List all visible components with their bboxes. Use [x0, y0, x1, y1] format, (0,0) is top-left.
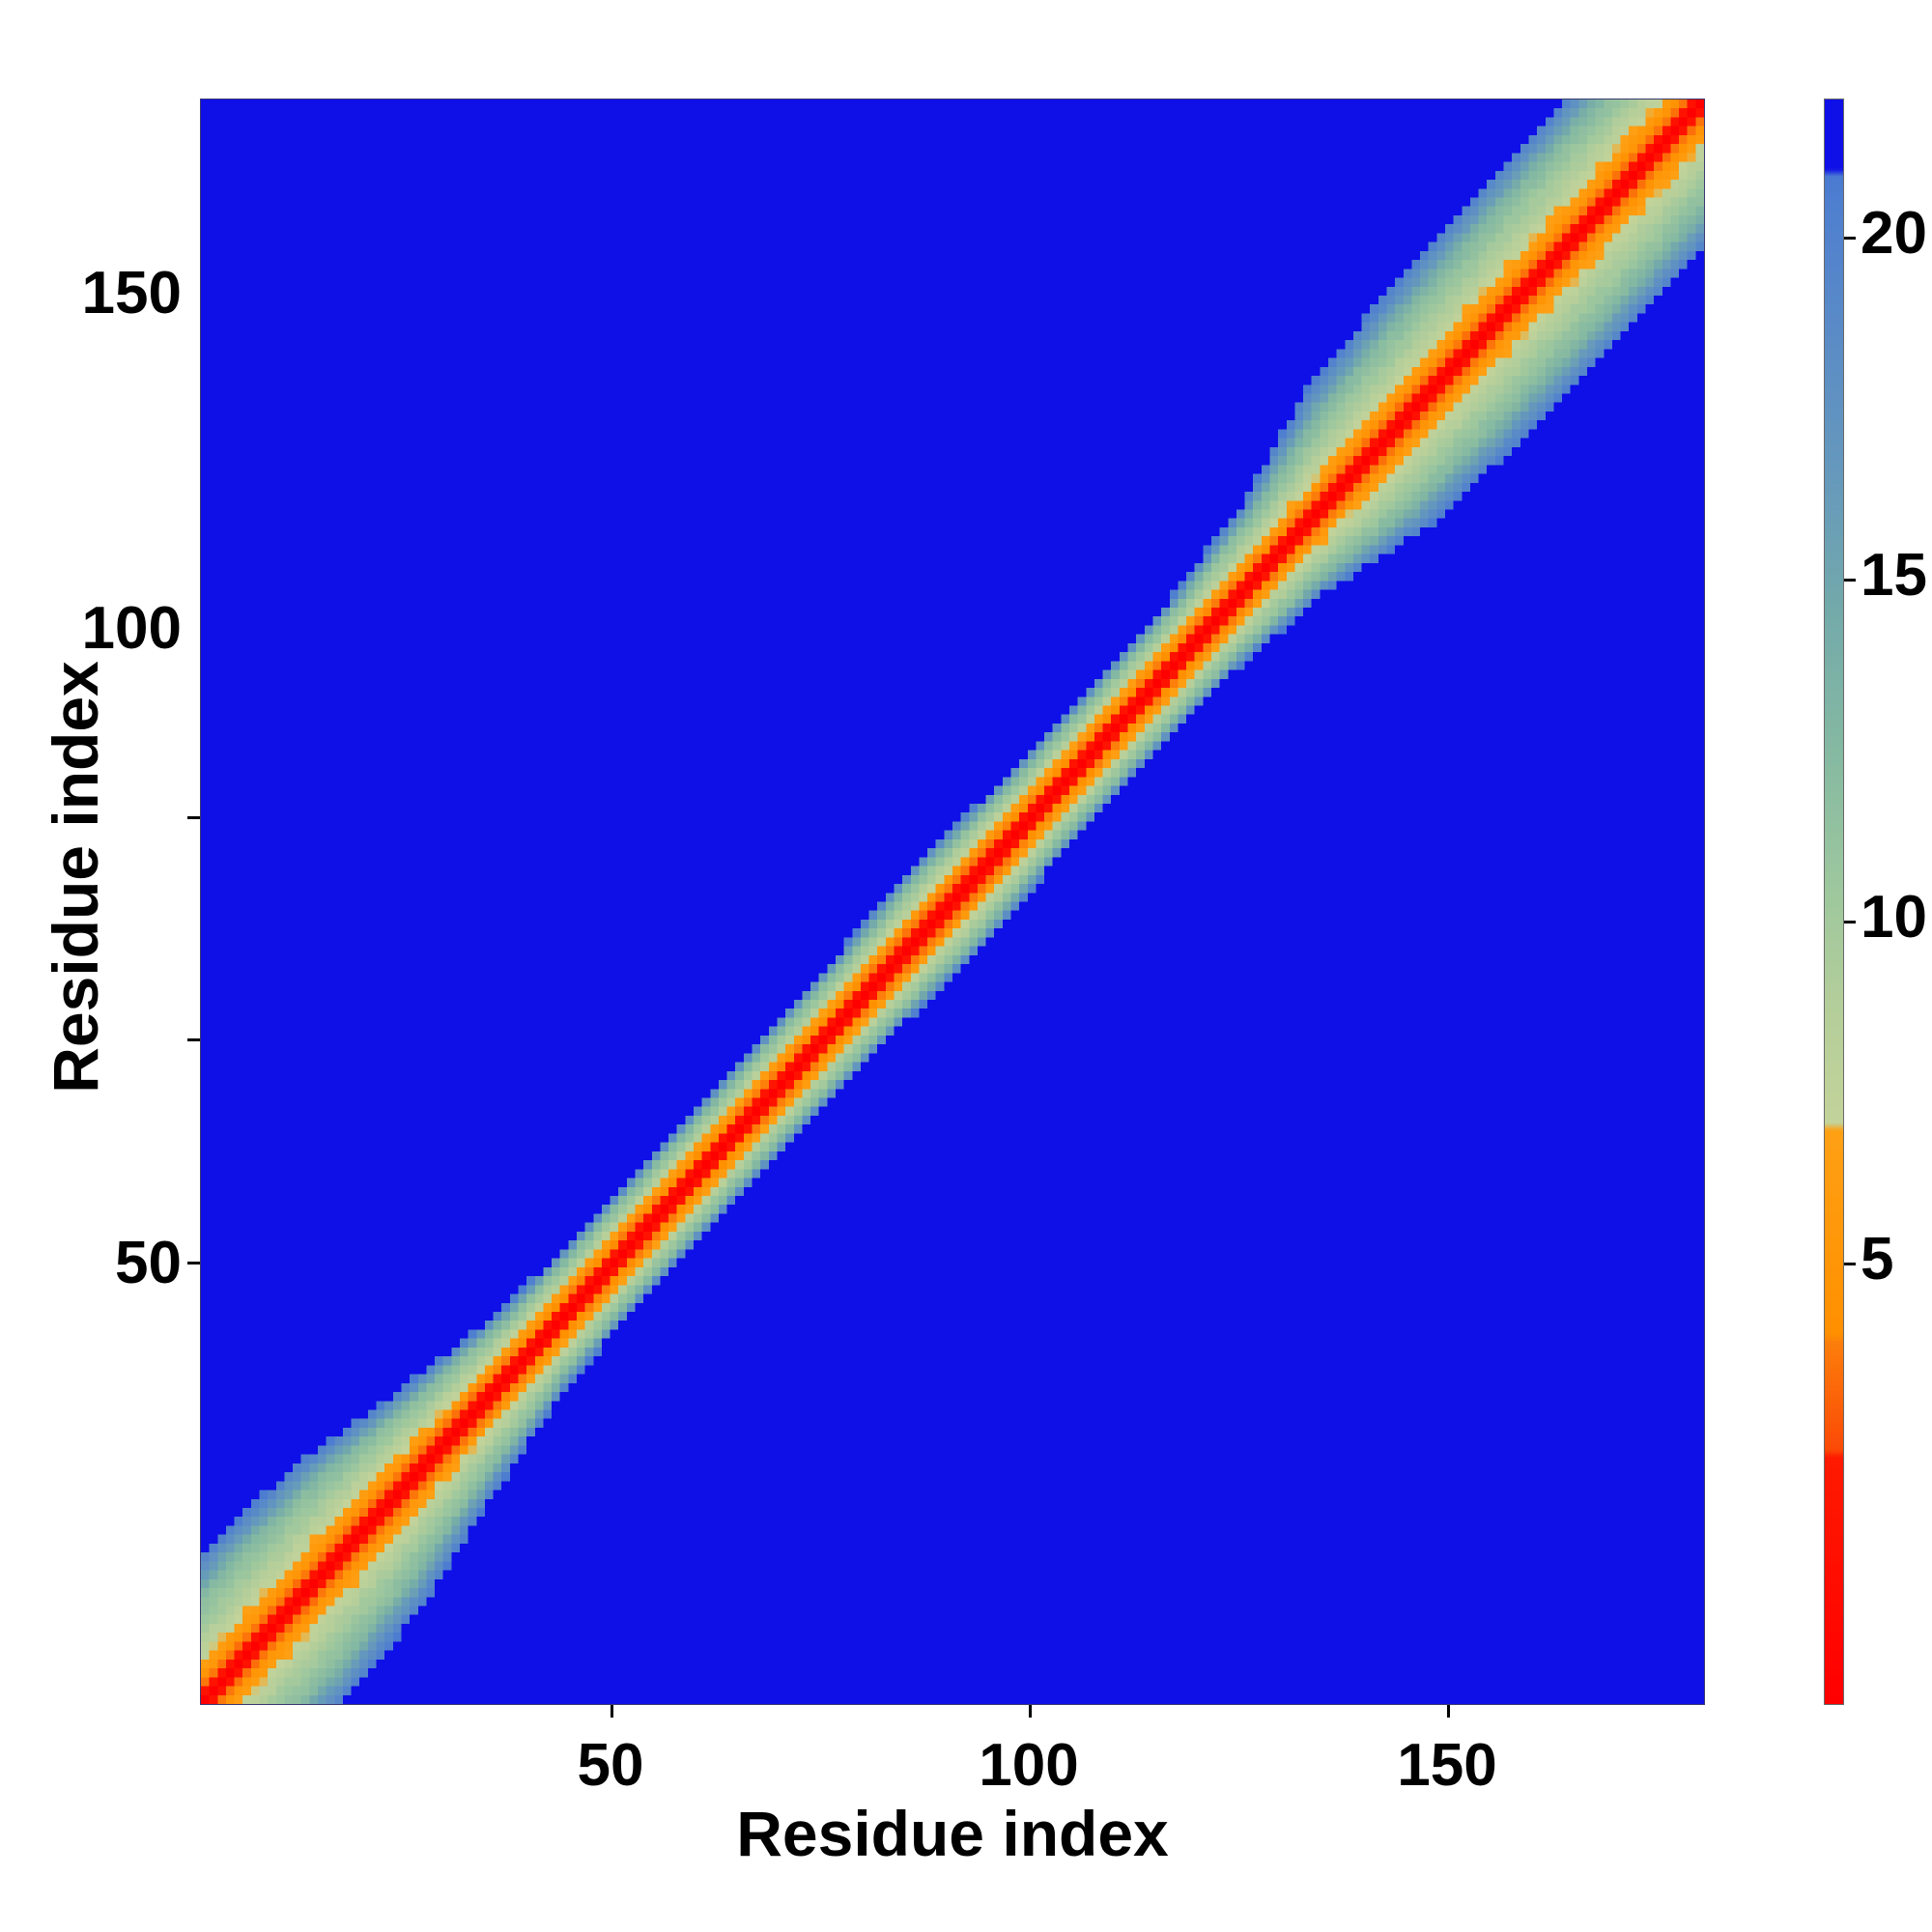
- colorbar: 5 10 15 20: [1824, 99, 1927, 1705]
- colorbar-gradient: [1824, 99, 1844, 1705]
- x-tick-150: [1447, 1705, 1450, 1718]
- y-ticklabel-100: 100: [81, 595, 182, 662]
- y-axis-title: Residue index: [40, 661, 111, 1094]
- colorbar-ticklabel-20: 20: [1861, 200, 1927, 267]
- y-tick-50: [187, 1262, 200, 1264]
- x-tick-50: [611, 1705, 613, 1718]
- colorbar-ticklabel-5: 5: [1861, 1226, 1894, 1293]
- colorbar-tick-5: [1844, 1263, 1856, 1265]
- heatmap-plot-area: [200, 99, 1705, 1705]
- x-ticklabel-100: 100: [979, 1732, 1079, 1799]
- colorbar-tick-20: [1844, 237, 1856, 240]
- y-tick-150: [187, 816, 200, 819]
- x-ticklabel-150: 150: [1397, 1732, 1497, 1799]
- y-tick-100: [187, 1038, 200, 1041]
- colorbar-ticklabel-15: 15: [1861, 542, 1927, 609]
- colorbar-tick-10: [1844, 921, 1856, 923]
- x-ticklabel-50: 50: [577, 1732, 644, 1799]
- colorbar-ticklabel-10: 10: [1861, 884, 1927, 951]
- y-ticklabel-150: 150: [81, 260, 182, 327]
- y-ticklabel-50: 50: [115, 1230, 182, 1296]
- x-tick-100: [1029, 1705, 1032, 1718]
- x-axis-title: Residue index: [736, 1798, 1169, 1869]
- distance-matrix-heatmap: [201, 99, 1704, 1704]
- colorbar-tick-15: [1844, 579, 1856, 582]
